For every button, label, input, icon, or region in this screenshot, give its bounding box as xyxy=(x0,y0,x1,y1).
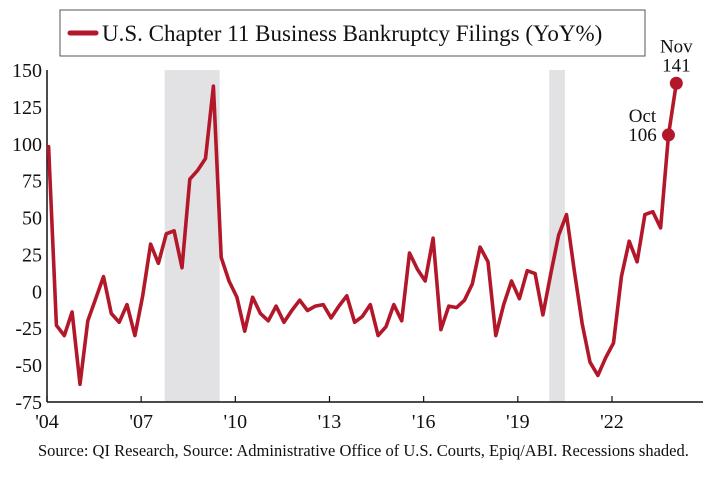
y-tick-label: 0 xyxy=(32,281,42,303)
y-tick-labels: 150 125 100 75 50 25 0 -25 -50 -75 xyxy=(12,60,42,414)
axes xyxy=(46,70,703,403)
annotation-value: 106 xyxy=(628,125,657,146)
markers xyxy=(661,76,683,142)
x-tick-label: '07 xyxy=(129,411,153,433)
x-tick-label: '22 xyxy=(600,411,624,433)
x-tick-label: '10 xyxy=(224,411,248,433)
recession-bands xyxy=(164,70,565,402)
y-tick-label: 25 xyxy=(22,244,42,266)
legend: U.S. Chapter 11 Business Bankruptcy Fili… xyxy=(59,9,646,57)
legend-label: U.S. Chapter 11 Business Bankruptcy Fili… xyxy=(102,21,602,46)
annotation-month: Oct xyxy=(629,106,657,127)
x-tick-label: '16 xyxy=(412,411,436,433)
y-tick-label: -50 xyxy=(15,355,42,377)
y-tick-label: 125 xyxy=(12,97,42,119)
annotation-marker xyxy=(669,76,683,90)
annotation-marker xyxy=(661,128,675,142)
x-tick-labels: '04 '07 '10 '13 '16 '19 '22 xyxy=(35,396,624,433)
y-tick-label: -75 xyxy=(15,392,42,414)
y-tick-label: -25 xyxy=(15,318,42,340)
y-tick-label: 150 xyxy=(12,60,42,82)
y-tick-label: 50 xyxy=(22,208,42,230)
x-tick-label: '19 xyxy=(506,411,530,433)
legend-box xyxy=(59,9,646,57)
series-layer xyxy=(46,81,679,387)
y-tick-label: 100 xyxy=(12,134,42,156)
x-tick-label: '04 xyxy=(35,411,59,433)
series-line xyxy=(46,81,679,387)
source-note: Source: QI Research, Source: Administrat… xyxy=(38,441,689,460)
annotation-month: Nov xyxy=(660,36,693,57)
annotation-value: 141 xyxy=(662,55,691,76)
y-tick-label: 75 xyxy=(22,171,42,193)
x-tick-label: '13 xyxy=(318,411,342,433)
chart: 150 125 100 75 50 25 0 -25 -50 -75 '04 '07 '10 '13 '1… xyxy=(12,9,703,433)
